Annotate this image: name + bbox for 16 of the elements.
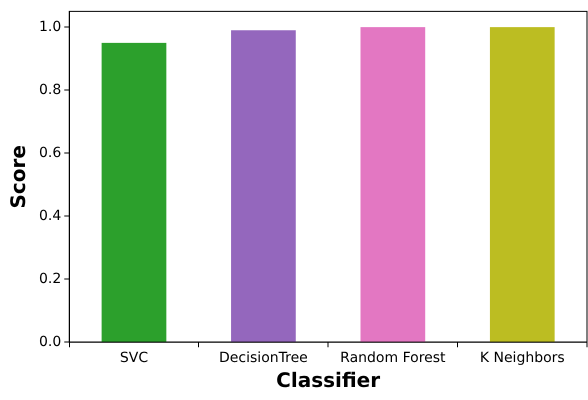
bar	[102, 42, 166, 342]
x-tick-label: SVC	[120, 350, 148, 366]
x-tick-label: DecisionTree	[219, 350, 308, 366]
y-tick-label: 0.2	[39, 270, 62, 287]
bar	[490, 27, 555, 342]
x-tick-label: Random Forest	[340, 350, 446, 366]
x-axis-title: Classifier	[276, 368, 380, 392]
x-tick-label: K Neighbors	[480, 350, 565, 366]
bar	[231, 30, 296, 342]
y-tick-label: 0.0	[39, 334, 62, 350]
y-tick-label: 0.8	[39, 82, 62, 98]
y-axis-title: Score	[6, 145, 30, 209]
bar	[360, 27, 426, 342]
y-tick-label: 0.6	[39, 144, 62, 161]
y-tick-label: 0.4	[39, 208, 62, 224]
y-tick-label: 1.0	[39, 18, 62, 35]
